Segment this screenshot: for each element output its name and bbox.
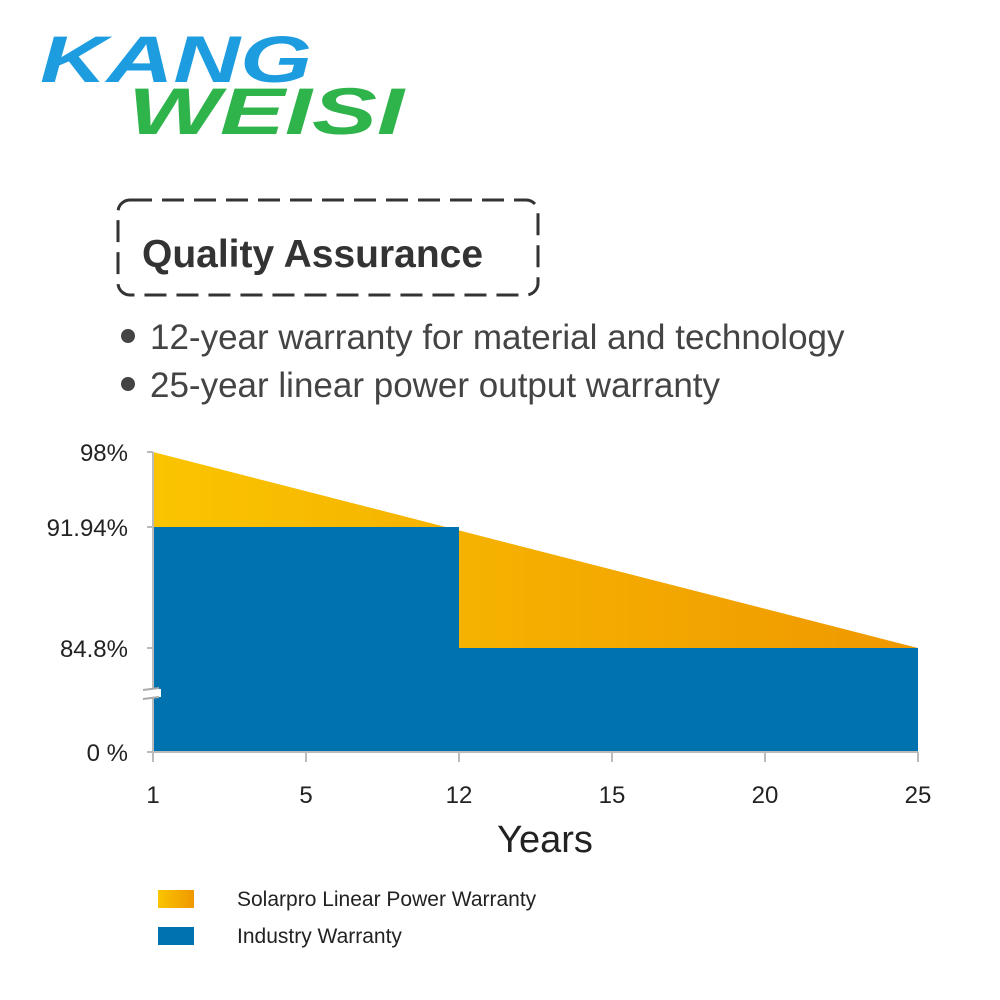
x-tick-label: 25 — [905, 782, 932, 809]
x-tick-label: 1 — [146, 782, 159, 809]
y-tick-label: 98% — [80, 440, 128, 467]
y-tick-label: 0 % — [87, 740, 128, 767]
legend-label: Solarpro Linear Power Warranty — [237, 888, 537, 911]
bullet-text: 12-year warranty for material and techno… — [150, 318, 845, 357]
axis-break — [142, 687, 160, 691]
x-tick-label: 12 — [446, 782, 473, 809]
heading: Quality Assurance — [142, 233, 483, 276]
axis-break — [142, 696, 160, 700]
logo-top: KANG — [40, 22, 312, 96]
legend-swatch — [158, 927, 194, 945]
axis-break-gap — [145, 689, 161, 697]
bullet-dot — [121, 329, 135, 343]
chart: 98%91.94%84.8%0 %1 5 12 15 20 25YearsSolarpro… — [47, 440, 932, 948]
x-axis-label: Years — [497, 819, 593, 861]
bullet-dot — [121, 377, 135, 391]
logo-bottom: WEISI — [128, 74, 406, 148]
legend-label: Industry Warranty — [237, 925, 402, 948]
y-tick-label: 84.8% — [60, 636, 128, 663]
y-tick-label: 91.94% — [47, 515, 128, 542]
legend-swatch — [158, 890, 194, 908]
area — [153, 527, 918, 752]
x-tick-label: 20 — [752, 782, 779, 809]
bullet-text: 25-year linear power output warranty — [150, 366, 721, 405]
x-tick-label: 5 — [299, 782, 312, 809]
heading-box — [116, 198, 540, 297]
x-tick-label: 15 — [599, 782, 626, 809]
